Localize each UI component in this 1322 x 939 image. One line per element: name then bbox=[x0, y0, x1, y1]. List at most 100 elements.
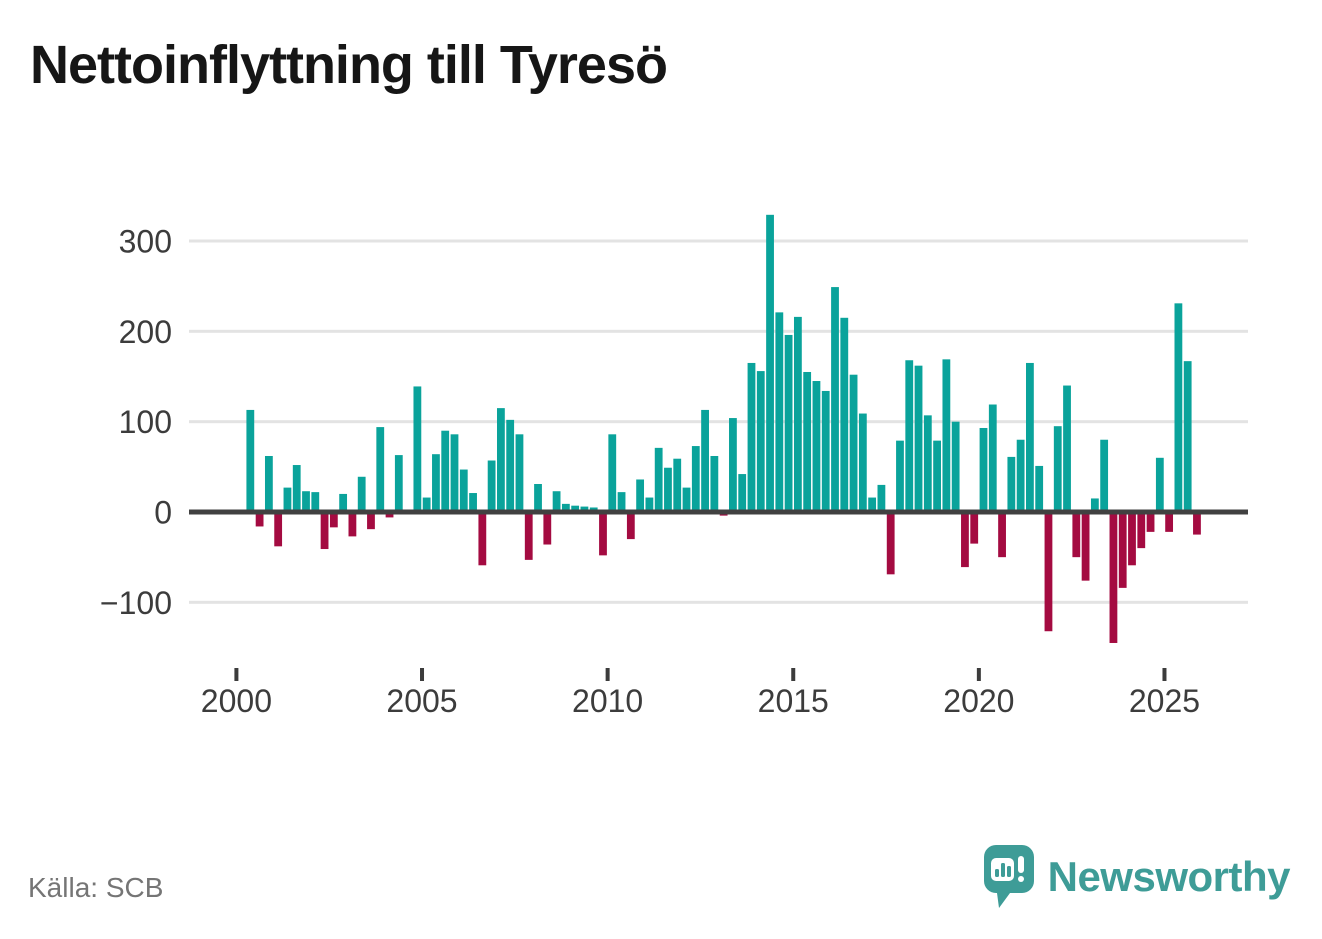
bar bbox=[571, 505, 580, 512]
bar bbox=[329, 512, 338, 528]
bar bbox=[283, 487, 292, 512]
bar bbox=[1081, 512, 1090, 581]
gridline bbox=[189, 420, 1248, 424]
bar bbox=[738, 474, 747, 512]
bar bbox=[534, 483, 542, 512]
bar bbox=[933, 440, 941, 512]
bar bbox=[1090, 498, 1099, 512]
bar bbox=[729, 418, 737, 512]
x-axis-tick-label: 2020 bbox=[943, 683, 1014, 719]
bar bbox=[821, 390, 830, 512]
bar bbox=[608, 434, 617, 512]
bar bbox=[450, 434, 459, 512]
bar bbox=[413, 386, 422, 512]
bar bbox=[376, 427, 385, 512]
bar bbox=[896, 440, 904, 512]
bar bbox=[320, 512, 329, 550]
x-axis-tick bbox=[605, 668, 610, 681]
bar bbox=[961, 512, 969, 568]
bar bbox=[1072, 512, 1081, 558]
x-axis-tick-label: 2015 bbox=[758, 683, 829, 719]
bar bbox=[1007, 456, 1016, 512]
bar bbox=[877, 484, 886, 512]
bar bbox=[246, 409, 255, 512]
gridline bbox=[189, 239, 1248, 243]
bar bbox=[515, 434, 524, 512]
bar bbox=[849, 374, 858, 512]
bar bbox=[524, 512, 533, 560]
bar bbox=[561, 503, 570, 512]
bar bbox=[487, 460, 496, 512]
bar bbox=[905, 360, 914, 512]
bar bbox=[357, 476, 366, 512]
bar bbox=[1035, 465, 1044, 512]
bar bbox=[1137, 512, 1146, 549]
bar bbox=[979, 427, 988, 512]
bar bbox=[793, 316, 802, 512]
bar bbox=[673, 458, 682, 512]
bar bbox=[543, 512, 552, 545]
x-axis-tick-label: 2005 bbox=[386, 683, 457, 719]
bar bbox=[636, 479, 645, 512]
x-axis-tick bbox=[791, 668, 796, 681]
bar bbox=[682, 487, 691, 512]
bar bbox=[914, 365, 923, 512]
bar bbox=[840, 317, 849, 512]
bar bbox=[812, 381, 821, 512]
bar bbox=[1016, 439, 1025, 512]
bar bbox=[339, 493, 348, 512]
bar bbox=[385, 512, 394, 518]
bar bbox=[988, 404, 997, 512]
bar bbox=[766, 214, 774, 512]
bar bbox=[645, 497, 654, 512]
bar bbox=[664, 467, 672, 512]
bar bbox=[432, 454, 440, 512]
bar bbox=[1109, 512, 1118, 643]
y-axis-tick-label: 0 bbox=[154, 495, 172, 531]
bar bbox=[264, 455, 273, 512]
y-axis-tick-label: 300 bbox=[119, 224, 172, 260]
y-axis-tick-label: 200 bbox=[119, 314, 172, 350]
bar bbox=[292, 465, 301, 512]
bar bbox=[348, 512, 357, 537]
bar bbox=[459, 469, 468, 512]
x-axis-tick-label: 2010 bbox=[572, 683, 643, 719]
bar bbox=[1193, 512, 1201, 535]
bar bbox=[626, 512, 635, 540]
bar bbox=[710, 455, 719, 512]
bar bbox=[311, 492, 320, 512]
bar bbox=[497, 408, 505, 512]
brand-logo: Newsworthy bbox=[983, 842, 1291, 912]
x-axis-tick bbox=[234, 668, 239, 681]
bar bbox=[580, 506, 589, 512]
gridline bbox=[189, 329, 1248, 333]
bar bbox=[886, 512, 895, 575]
bar bbox=[701, 409, 709, 512]
bar bbox=[1165, 512, 1174, 532]
bar bbox=[942, 359, 951, 512]
bar bbox=[775, 312, 784, 512]
y-axis-tick-label: −100 bbox=[100, 585, 172, 621]
bar bbox=[756, 371, 765, 512]
bar bbox=[1063, 385, 1071, 512]
bar bbox=[1100, 439, 1109, 512]
x-axis-tick bbox=[976, 668, 981, 681]
bar bbox=[469, 493, 477, 512]
bar bbox=[1146, 512, 1155, 532]
brand-name: Newsworthy bbox=[1047, 853, 1291, 900]
bar bbox=[998, 512, 1006, 558]
bar bbox=[747, 362, 756, 512]
bar bbox=[1118, 512, 1127, 588]
bar bbox=[1174, 303, 1183, 512]
bar bbox=[1183, 361, 1192, 512]
bar bbox=[394, 455, 403, 512]
bar bbox=[1155, 457, 1164, 512]
y-axis-tick-label: 100 bbox=[119, 404, 172, 440]
bar bbox=[1026, 362, 1034, 512]
bar bbox=[951, 421, 960, 512]
bar bbox=[274, 512, 283, 547]
bar bbox=[552, 491, 561, 512]
bar bbox=[784, 334, 793, 512]
